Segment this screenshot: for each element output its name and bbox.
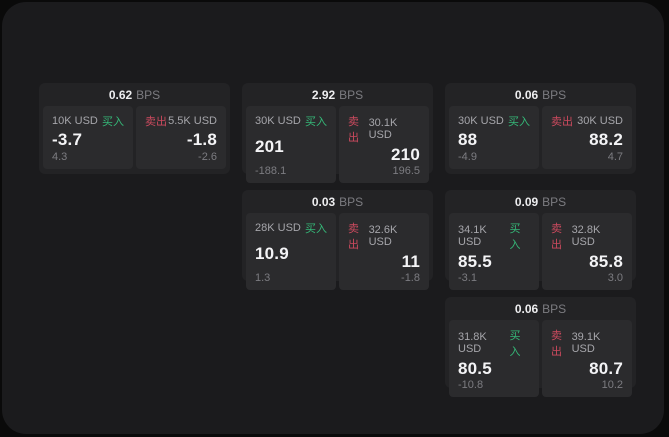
- bps-value: 2.92: [311, 88, 336, 102]
- sell-delta: 3.0: [607, 272, 623, 284]
- quote-card: 0.06 BPS 31.8K USD 买入 80.5 -10.8 卖出 39.1K…: [445, 297, 636, 397]
- buy-price: -3.7: [52, 130, 83, 149]
- quote-card: 0.03 BPS 28K USD 买入 10.9 1.3 卖出 32.6K USD: [242, 190, 433, 290]
- sell-panel[interactable]: 卖出 39.1K USD 80.7 10.2: [542, 320, 632, 397]
- sell-delta: -1.8: [401, 272, 420, 284]
- bps-unit-label: BPS: [339, 88, 364, 102]
- buy-sell-panels: 31.8K USD 买入 80.5 -10.8 卖出 39.1K USD 80.…: [449, 320, 632, 397]
- sell-size: 30.1K USD: [368, 117, 398, 141]
- sell-delta: 4.7: [607, 151, 623, 163]
- buy-price: 10.9: [255, 244, 289, 263]
- quote-card: 0.62 BPS 10K USD 买入 -3.7 4.3 卖出 5.5K USD: [39, 83, 230, 174]
- buy-sell-panels: 30K USD 买入 88 -4.9 卖出 30K USD 88.2 4.7: [449, 106, 632, 169]
- quote-cards-grid: 0.62 BPS 10K USD 买入 -3.7 4.3 卖出 5.5K USD: [39, 83, 636, 397]
- sell-size: 32.6K USD: [368, 224, 398, 248]
- buy-label: 买入: [509, 223, 521, 251]
- buy-label: 买入: [508, 116, 530, 128]
- quote-card: 0.09 BPS 34.1K USD 买入 85.5 -3.1 卖出 32.8K …: [445, 190, 636, 290]
- bps-value: 0.06: [514, 88, 539, 102]
- sell-price: 210: [391, 145, 420, 164]
- bps-value: 0.06: [514, 302, 539, 316]
- sell-delta: 196.5: [392, 165, 420, 177]
- buy-size: 30K USD: [255, 115, 301, 127]
- buy-panel[interactable]: 31.8K USD 买入 80.5 -10.8: [449, 320, 539, 397]
- bps-value: 0.09: [514, 195, 539, 209]
- buy-sell-panels: 34.1K USD 买入 85.5 -3.1 卖出 32.8K USD 85.8…: [449, 213, 632, 290]
- sell-panel[interactable]: 卖出 5.5K USD -1.8 -2.6: [136, 106, 226, 169]
- buy-delta: -10.8: [458, 379, 484, 391]
- sell-price: 85.8: [589, 252, 623, 271]
- sell-price: 88.2: [589, 130, 623, 149]
- card-header: 2.92 BPS: [246, 83, 429, 106]
- sell-delta: -2.6: [198, 151, 217, 163]
- sell-price: -1.8: [186, 130, 217, 149]
- bps-unit-label: BPS: [542, 88, 567, 102]
- sell-label: 卖出: [551, 116, 573, 128]
- sell-price: 80.7: [589, 359, 623, 378]
- bps-unit-label: BPS: [542, 302, 567, 316]
- buy-delta: -4.9: [458, 151, 477, 163]
- buy-label: 买入: [509, 330, 521, 358]
- bps-unit-label: BPS: [339, 195, 364, 209]
- sell-panel[interactable]: 卖出 30K USD 88.2 4.7: [542, 106, 632, 169]
- sell-label: 卖出: [551, 330, 562, 358]
- buy-label: 买入: [102, 116, 124, 128]
- buy-sell-panels: 30K USD 买入 201 -188.1 卖出 30.1K USD 210 1…: [246, 106, 429, 183]
- buy-label: 买入: [305, 116, 327, 128]
- sell-label: 卖出: [145, 116, 167, 128]
- buy-panel[interactable]: 30K USD 买入 201 -188.1: [246, 106, 336, 183]
- card-header: 0.03 BPS: [246, 190, 429, 213]
- sell-delta: 10.2: [601, 379, 623, 391]
- card-header: 0.62 BPS: [43, 83, 226, 106]
- buy-price: 85.5: [458, 252, 492, 271]
- sell-size: 5.5K USD: [168, 115, 217, 127]
- buy-sell-panels: 10K USD 买入 -3.7 4.3 卖出 5.5K USD -1.8 -2.…: [43, 106, 226, 169]
- bps-value: 0.03: [311, 195, 336, 209]
- buy-delta: 4.3: [52, 151, 68, 163]
- buy-size: 10K USD: [52, 115, 98, 127]
- buy-price: 88: [458, 130, 478, 149]
- sell-panel[interactable]: 卖出 30.1K USD 210 196.5: [339, 106, 429, 183]
- sell-size: 39.1K USD: [571, 331, 601, 355]
- buy-size: 31.8K USD: [458, 331, 487, 355]
- buy-panel[interactable]: 28K USD 买入 10.9 1.3: [246, 213, 336, 290]
- bps-value: 0.62: [108, 88, 133, 102]
- buy-price: 201: [255, 137, 284, 156]
- buy-panel[interactable]: 30K USD 买入 88 -4.9: [449, 106, 539, 169]
- quote-card: 0.06 BPS 30K USD 买入 88 -4.9 卖出 30K USD: [445, 83, 636, 174]
- buy-delta: -3.1: [458, 272, 477, 284]
- buy-delta: -188.1: [255, 165, 287, 177]
- sell-label: 卖出: [551, 223, 562, 251]
- buy-price: 80.5: [458, 359, 492, 378]
- sell-label: 卖出: [348, 223, 359, 251]
- buy-panel[interactable]: 34.1K USD 买入 85.5 -3.1: [449, 213, 539, 290]
- quote-card: 2.92 BPS 30K USD 买入 201 -188.1 卖出 30.1K U…: [242, 83, 433, 183]
- buy-size: 30K USD: [458, 115, 504, 127]
- sell-label: 卖出: [348, 116, 359, 144]
- sell-size: 30K USD: [577, 115, 623, 127]
- sell-panel[interactable]: 卖出 32.6K USD 11 -1.8: [339, 213, 429, 290]
- buy-panel[interactable]: 10K USD 买入 -3.7 4.3: [43, 106, 133, 169]
- card-header: 0.06 BPS: [449, 297, 632, 320]
- sell-panel[interactable]: 卖出 32.8K USD 85.8 3.0: [542, 213, 632, 290]
- buy-size: 34.1K USD: [458, 224, 487, 248]
- buy-sell-panels: 28K USD 买入 10.9 1.3 卖出 32.6K USD 11 -1.8: [246, 213, 429, 290]
- buy-delta: 1.3: [255, 272, 271, 284]
- buy-label: 买入: [305, 223, 327, 235]
- bps-unit-label: BPS: [542, 195, 567, 209]
- bps-unit-label: BPS: [136, 88, 161, 102]
- sell-price: 11: [401, 252, 420, 271]
- card-header: 0.06 BPS: [449, 83, 632, 106]
- sell-size: 32.8K USD: [571, 224, 601, 248]
- buy-size: 28K USD: [255, 222, 301, 234]
- card-header: 0.09 BPS: [449, 190, 632, 213]
- trading-quotes-panel: 0.62 BPS 10K USD 买入 -3.7 4.3 卖出 5.5K USD: [2, 2, 664, 434]
